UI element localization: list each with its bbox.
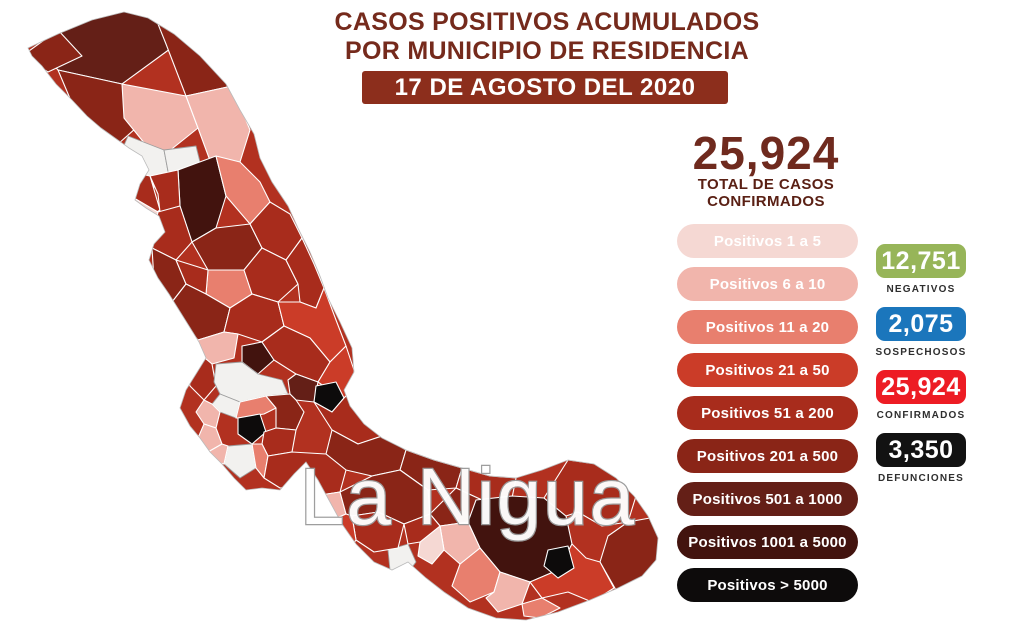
confirmados-value: 25,924: [876, 370, 966, 404]
stat-defunciones: 3,350 DEFUNCIONES: [876, 433, 966, 484]
legend-item-501-1000: Positivos 501 a 1000: [677, 482, 858, 516]
total-confirmed-value: 25,924: [692, 127, 840, 179]
legend: Positivos 1 a 5 Positivos 6 a 10 Positiv…: [677, 224, 858, 602]
state-outline: [27, 11, 659, 621]
watermark-text: La Nigua: [300, 452, 636, 541]
legend-item-6-10: Positivos 6 a 10: [677, 267, 858, 301]
municipality-cells: [28, 12, 658, 620]
legend-item-11-20: Positivos 11 a 20: [677, 310, 858, 344]
summary-stats: 12,751 NEGATIVOS 2,075 SOSPECHOSOS 25,92…: [876, 244, 966, 484]
veracruz-choropleth-map: La Nigua: [27, 11, 659, 621]
legend-item-51-200: Positivos 51 a 200: [677, 396, 858, 430]
title-line-2: POR MUNICIPIO DE RESIDENCIA: [345, 37, 749, 65]
legend-item-1001-5000: Positivos 1001 a 5000: [677, 525, 858, 559]
defunciones-value: 3,350: [876, 433, 966, 467]
negativos-value: 12,751: [876, 244, 966, 278]
negativos-label: NEGATIVOS: [886, 284, 956, 295]
sospechosos-label: SOSPECHOSOS: [875, 347, 967, 358]
defunciones-label: DEFUNCIONES: [878, 473, 964, 484]
legend-item-201-500: Positivos 201 a 500: [677, 439, 858, 473]
total-label-line-2: CONFIRMADOS: [707, 193, 825, 210]
legend-item-gt-5000: Positivos > 5000: [677, 568, 858, 602]
sospechosos-value: 2,075: [876, 307, 966, 341]
legend-item-21-50: Positivos 21 a 50: [677, 353, 858, 387]
page-title: CASOS POSITIVOS ACUMULADOS POR MUNICIPIO…: [300, 8, 794, 66]
stat-confirmados: 25,924 CONFIRMADOS: [876, 370, 966, 421]
total-label-line-1: TOTAL DE CASOS: [697, 176, 835, 193]
title-line-1: CASOS POSITIVOS ACUMULADOS: [334, 8, 760, 36]
stat-negativos: 12,751 NEGATIVOS: [876, 244, 966, 295]
stat-sospechosos: 2,075 SOSPECHOSOS: [876, 307, 966, 358]
legend-item-1-5: Positivos 1 a 5: [677, 224, 858, 258]
date-banner: 17 DE AGOSTO DEL 2020: [362, 71, 728, 104]
total-confirmed-block: 25,924 TOTAL DE CASOS CONFIRMADOS: [660, 130, 872, 210]
confirmados-label: CONFIRMADOS: [876, 410, 966, 421]
total-confirmed-label: TOTAL DE CASOS CONFIRMADOS: [660, 176, 872, 210]
